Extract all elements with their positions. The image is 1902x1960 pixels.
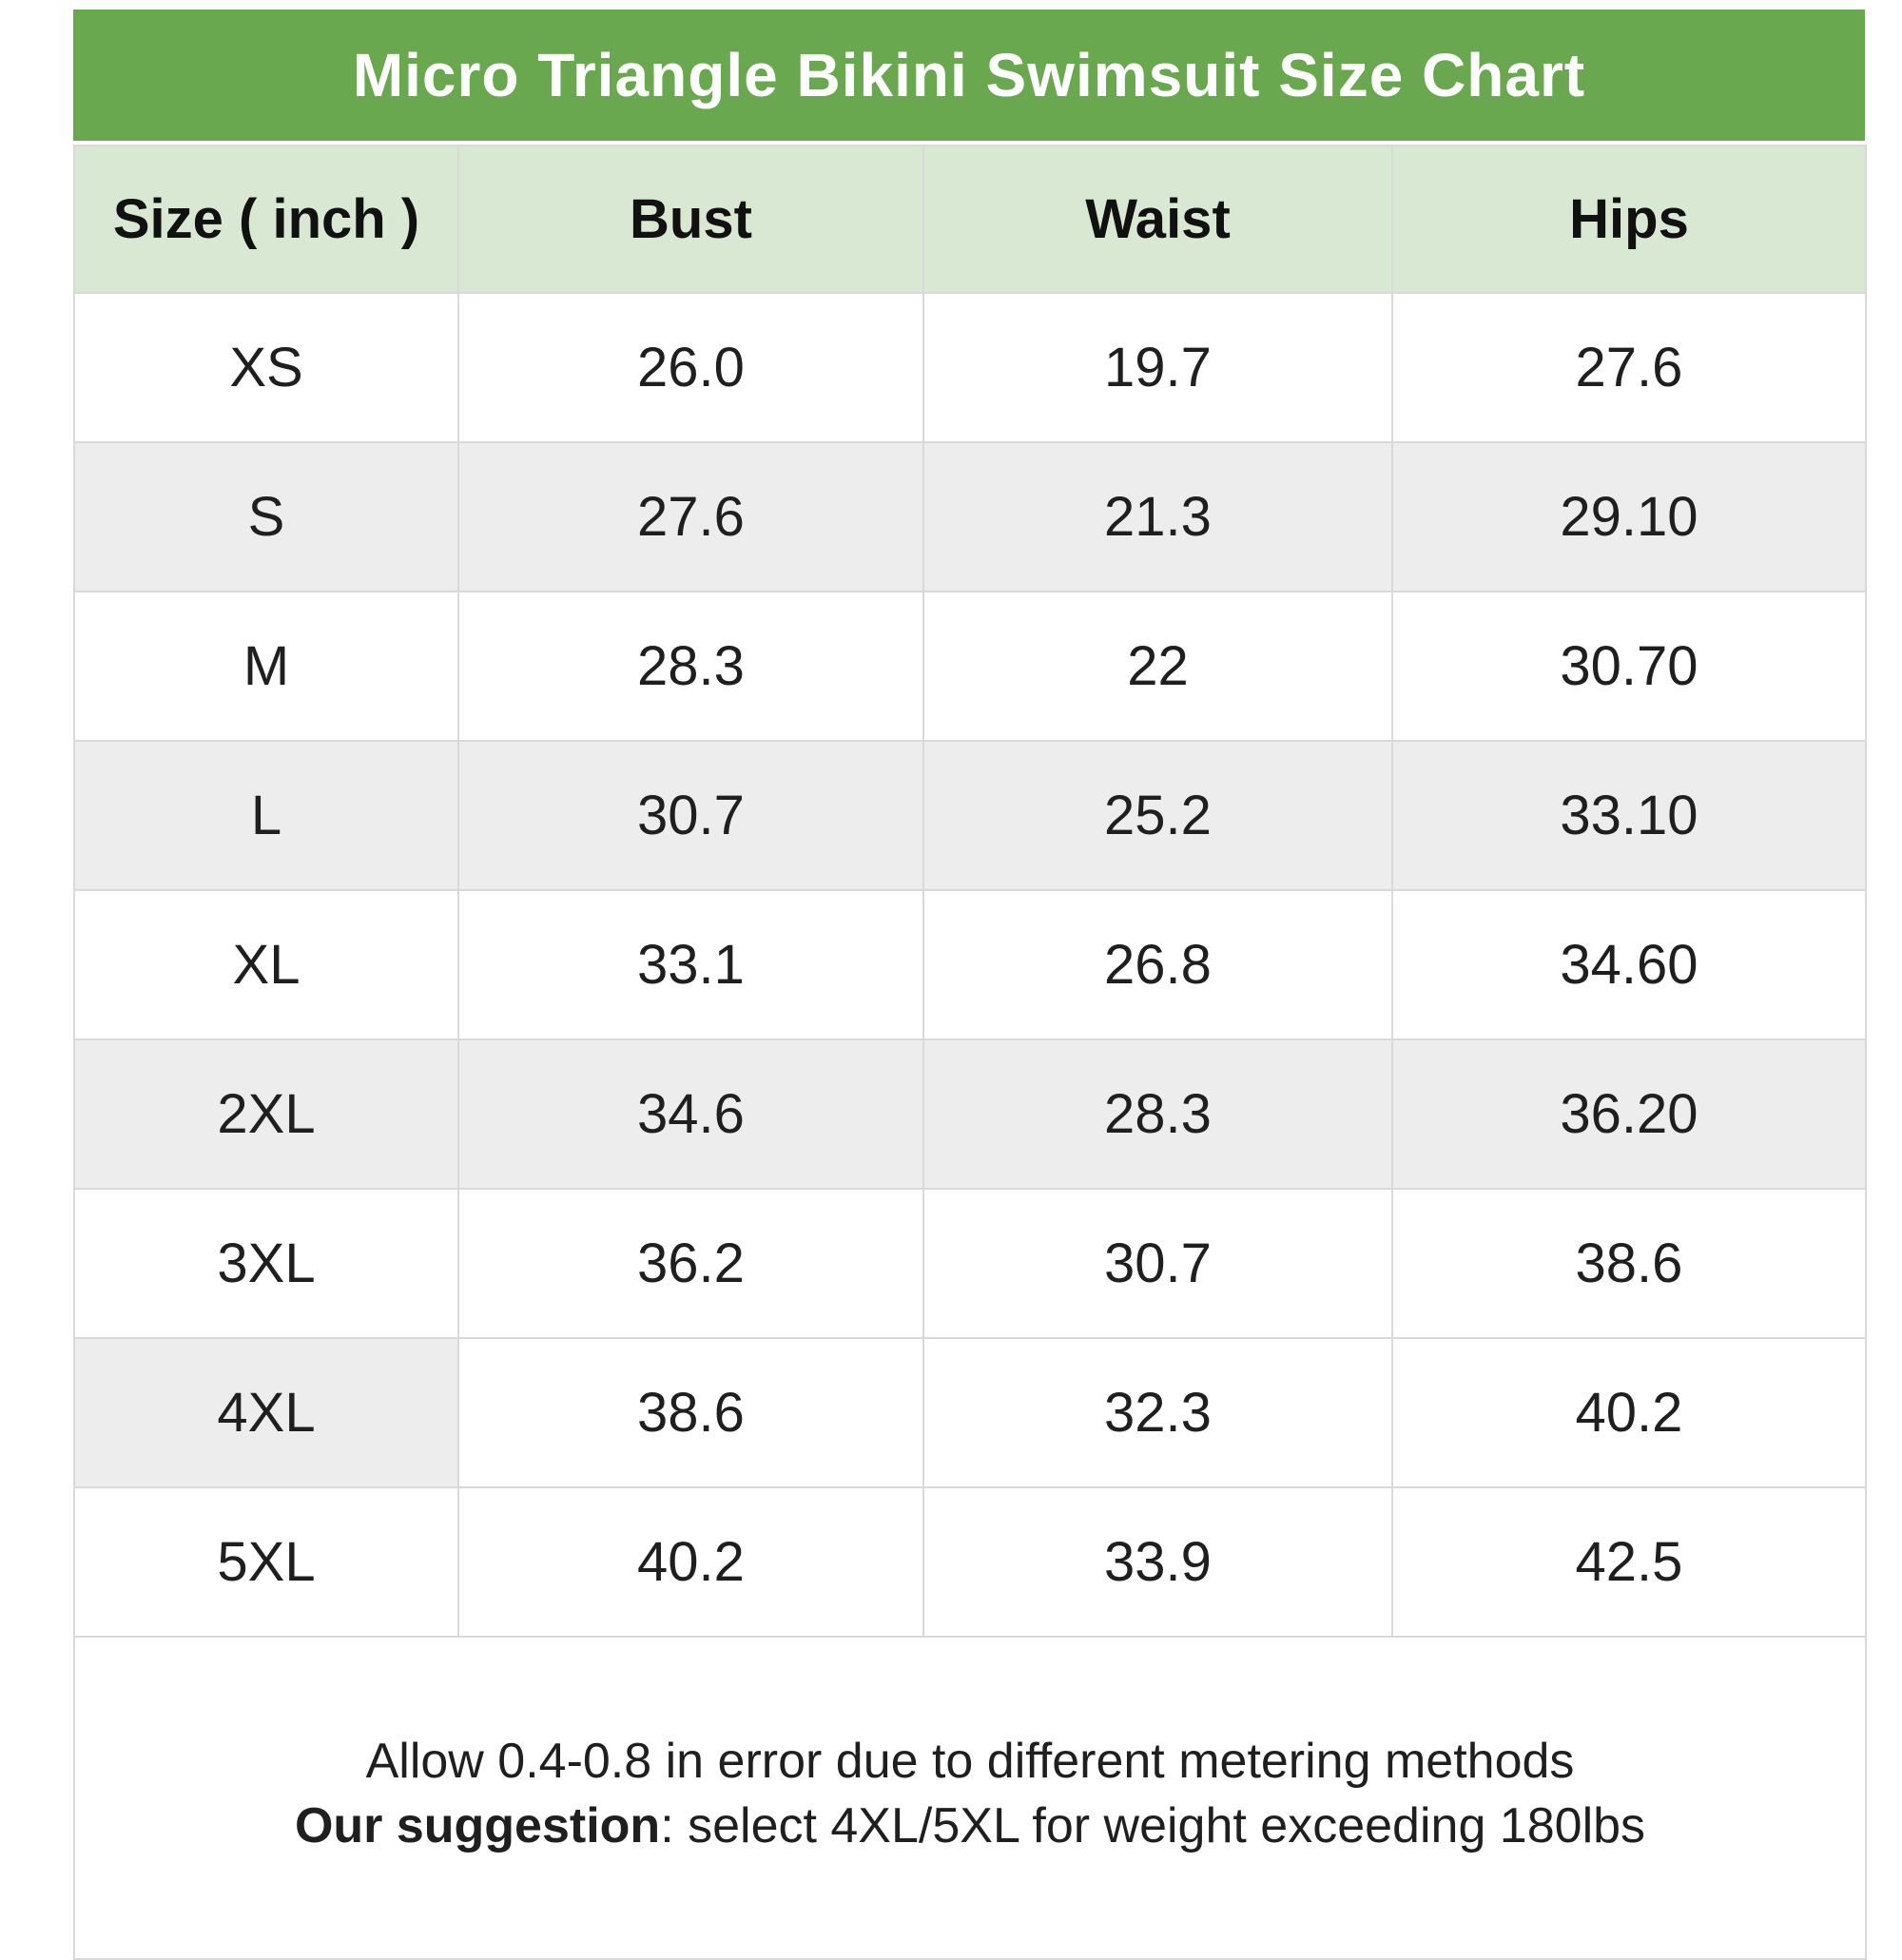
title-bar: Micro Triangle Bikini Swimsuit Size Char… [73, 10, 1865, 141]
hips-cell: 33.10 [1391, 740, 1867, 891]
table-row: 5XL 40.2 33.9 42.5 [73, 1486, 1867, 1638]
table-row: M 28.3 22 30.70 [73, 591, 1867, 742]
waist-cell: 25.2 [922, 740, 1393, 891]
size-cell: 2XL [73, 1038, 459, 1190]
suggestion-label: Our suggestion [294, 1798, 661, 1853]
size-cell: 3XL [73, 1188, 459, 1339]
col-header-waist: Waist [922, 145, 1393, 294]
hips-cell: 27.6 [1391, 292, 1867, 443]
hips-cell: 30.70 [1391, 591, 1867, 742]
table-row: XL 33.1 26.8 34.60 [73, 889, 1867, 1040]
bust-cell: 38.6 [457, 1337, 924, 1488]
note-line-2: Our suggestion: select 4XL/5XL for weigh… [76, 1794, 1864, 1858]
waist-cell: 21.3 [922, 441, 1393, 592]
table-row: 2XL 34.6 28.3 36.20 [73, 1038, 1867, 1190]
size-cell: S [73, 441, 459, 592]
suggestion-text: : select 4XL/5XL for weight exceeding 18… [660, 1798, 1646, 1853]
hips-cell: 34.60 [1391, 889, 1867, 1040]
bust-cell: 40.2 [457, 1486, 924, 1638]
bust-cell: 26.0 [457, 292, 924, 443]
size-chart: Micro Triangle Bikini Swimsuit Size Char… [73, 10, 1867, 1960]
hips-cell: 29.10 [1391, 441, 1867, 592]
table-row: XS 26.0 19.7 27.6 [73, 292, 1867, 443]
waist-cell: 33.9 [922, 1486, 1393, 1638]
bust-cell: 33.1 [457, 889, 924, 1040]
waist-cell: 28.3 [922, 1038, 1393, 1190]
size-cell: XS [73, 292, 459, 443]
size-cell: XL [73, 889, 459, 1040]
size-cell: L [73, 740, 459, 891]
size-cell: M [73, 591, 459, 742]
size-cell: 5XL [73, 1486, 459, 1638]
hips-cell: 42.5 [1391, 1486, 1867, 1638]
table-row: 4XL 38.6 32.3 40.2 [73, 1337, 1867, 1488]
hips-cell: 36.20 [1391, 1038, 1867, 1190]
hips-cell: 40.2 [1391, 1337, 1867, 1488]
size-table-body: XS 26.0 19.7 27.6 S 27.6 21.3 29.10 M 28.3 22 30.70… [73, 292, 1867, 1638]
header-row: Size ( inch ) Bust Waist Hips [73, 145, 1867, 294]
size-table: Size ( inch ) Bust Waist Hips XS 26.0 19.7… [73, 145, 1867, 1960]
note-line-1: Allow 0.4-0.8 in error due to different … [365, 1734, 1575, 1789]
table-row: S 27.6 21.3 29.10 [73, 441, 1867, 592]
footer-note: Allow 0.4-0.8 in error due to different … [73, 1636, 1867, 1960]
table-row: 3XL 36.2 30.7 38.6 [73, 1188, 1867, 1339]
bust-cell: 36.2 [457, 1188, 924, 1339]
waist-cell: 30.7 [922, 1188, 1393, 1339]
waist-cell: 22 [922, 591, 1393, 742]
footer-row: Allow 0.4-0.8 in error due to different … [73, 1636, 1867, 1960]
size-cell: 4XL [73, 1337, 459, 1488]
bust-cell: 30.7 [457, 740, 924, 891]
waist-cell: 26.8 [922, 889, 1393, 1040]
hips-cell: 38.6 [1391, 1188, 1867, 1339]
bust-cell: 34.6 [457, 1038, 924, 1190]
page-title: Micro Triangle Bikini Swimsuit Size Char… [352, 41, 1586, 109]
waist-cell: 32.3 [922, 1337, 1393, 1488]
col-header-size: Size ( inch ) [73, 145, 459, 294]
bust-cell: 27.6 [457, 441, 924, 592]
col-header-bust: Bust [457, 145, 924, 294]
col-header-hips: Hips [1391, 145, 1867, 294]
bust-cell: 28.3 [457, 591, 924, 742]
table-row: L 30.7 25.2 33.10 [73, 740, 1867, 891]
waist-cell: 19.7 [922, 292, 1393, 443]
